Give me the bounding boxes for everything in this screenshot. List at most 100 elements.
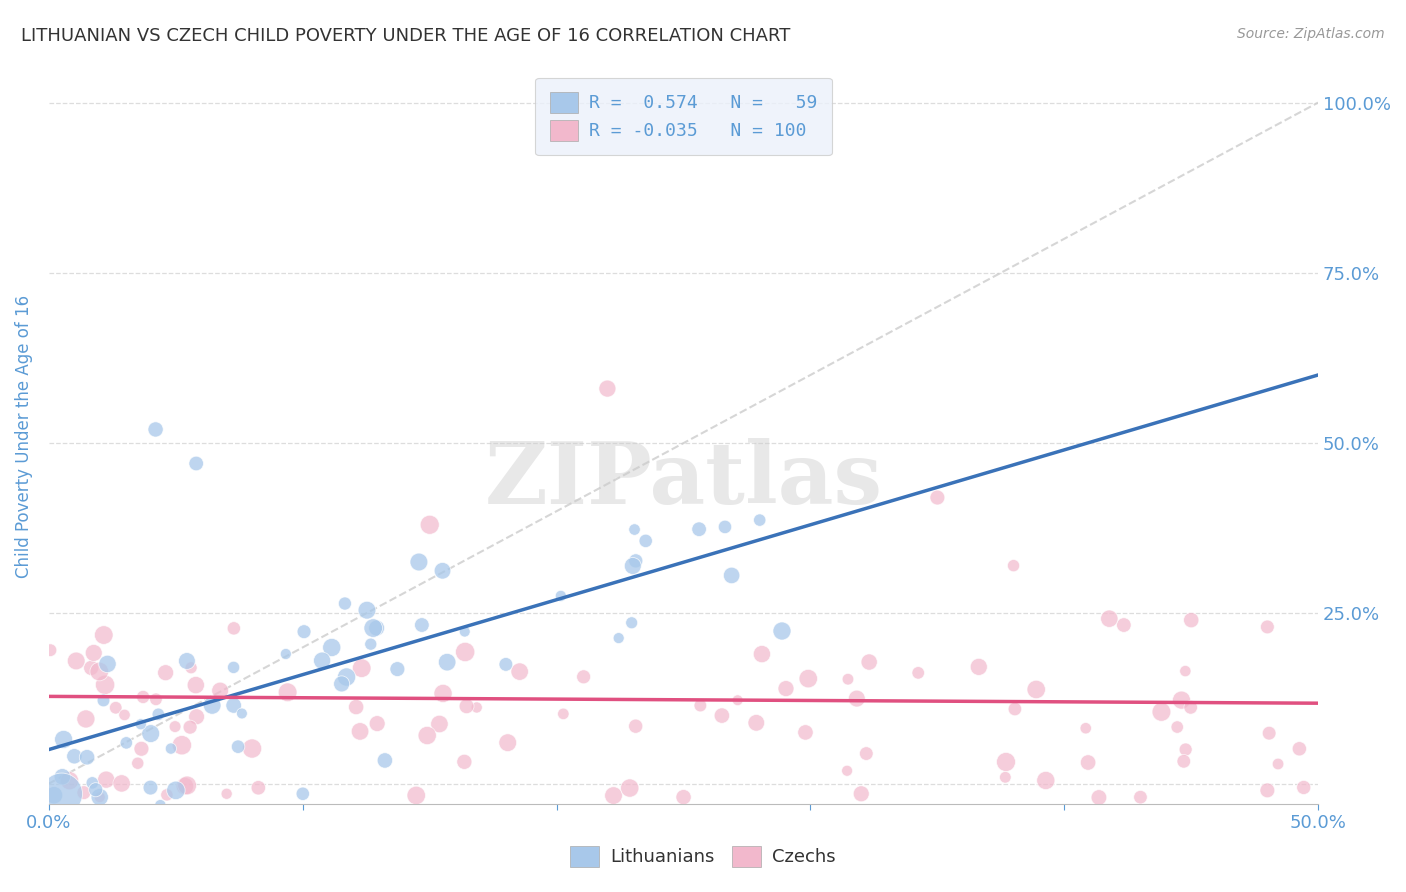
Point <box>180 661 202 675</box>
Point <box>132 690 155 704</box>
Point <box>509 665 531 679</box>
Point <box>176 779 198 793</box>
Point <box>1256 783 1278 797</box>
Point <box>361 621 384 635</box>
Point <box>335 670 357 684</box>
Point <box>42 789 65 803</box>
Point <box>129 717 152 731</box>
Point <box>1150 705 1173 719</box>
Point <box>170 738 193 752</box>
Point <box>165 783 187 797</box>
Point <box>174 779 197 793</box>
Point <box>321 640 343 655</box>
Point <box>114 708 136 723</box>
Point <box>858 655 880 669</box>
Point <box>51 770 73 784</box>
Point <box>672 790 695 805</box>
Point <box>496 736 519 750</box>
Point <box>201 698 224 713</box>
Point <box>186 457 208 471</box>
Point <box>1004 702 1026 716</box>
Point <box>145 422 167 436</box>
Point <box>454 624 477 639</box>
Y-axis label: Child Poverty Under the Age of 16: Child Poverty Under the Age of 16 <box>15 294 32 578</box>
Point <box>845 691 868 706</box>
Point <box>770 624 793 638</box>
Point <box>1288 741 1310 756</box>
Point <box>1173 754 1195 768</box>
Point <box>52 732 75 747</box>
Point <box>139 726 162 740</box>
Point <box>1035 773 1057 788</box>
Point <box>454 645 477 659</box>
Point <box>405 789 427 803</box>
Point <box>1129 790 1152 805</box>
Point <box>131 741 153 756</box>
Text: LITHUANIAN VS CZECH CHILD POVERTY UNDER THE AGE OF 16 CORRELATION CHART: LITHUANIAN VS CZECH CHILD POVERTY UNDER … <box>21 27 790 45</box>
Point <box>215 787 238 801</box>
Point <box>104 700 127 714</box>
Point <box>436 655 458 669</box>
Point <box>607 631 630 645</box>
Point <box>330 677 353 691</box>
Point <box>1166 720 1188 734</box>
Point <box>274 647 297 661</box>
Point <box>374 754 396 768</box>
Point <box>465 700 488 714</box>
Point <box>76 750 98 764</box>
Point <box>748 513 770 527</box>
Point <box>408 555 430 569</box>
Point <box>907 665 929 680</box>
Point <box>73 786 96 800</box>
Point <box>277 685 299 699</box>
Point <box>1180 700 1202 714</box>
Legend: R =  0.574   N =   59, R = -0.035   N = 100: R = 0.574 N = 59, R = -0.035 N = 100 <box>536 78 832 155</box>
Point <box>176 654 198 668</box>
Point <box>456 699 478 714</box>
Point <box>39 643 62 657</box>
Point <box>155 665 177 680</box>
Point <box>93 628 115 642</box>
Point <box>927 491 949 505</box>
Point <box>851 787 873 801</box>
Point <box>1180 613 1202 627</box>
Point <box>226 739 249 754</box>
Point <box>349 724 371 739</box>
Point <box>186 710 208 724</box>
Point <box>149 798 172 813</box>
Point <box>1077 756 1099 770</box>
Point <box>350 661 373 675</box>
Point <box>240 741 263 756</box>
Point <box>602 789 624 803</box>
Point <box>89 665 111 679</box>
Point <box>83 646 105 660</box>
Point <box>115 736 138 750</box>
Point <box>82 776 104 790</box>
Point <box>596 382 619 396</box>
Point <box>797 672 820 686</box>
Point <box>360 637 382 651</box>
Point <box>837 672 859 686</box>
Point <box>84 782 107 797</box>
Point <box>688 522 710 536</box>
Point <box>994 755 1017 769</box>
Point <box>1002 558 1025 573</box>
Point <box>1267 756 1289 771</box>
Point <box>156 788 179 802</box>
Point <box>93 693 115 707</box>
Point <box>344 700 367 714</box>
Point <box>745 715 768 730</box>
Point <box>623 523 645 537</box>
Text: ZIPatlas: ZIPatlas <box>485 438 883 523</box>
Point <box>1258 726 1281 740</box>
Point <box>333 597 356 611</box>
Point <box>89 790 111 805</box>
Point <box>247 780 270 795</box>
Point <box>495 657 517 672</box>
Point <box>624 554 647 568</box>
Point <box>139 780 162 795</box>
Point <box>65 654 87 668</box>
Point <box>411 618 433 632</box>
Point <box>419 517 441 532</box>
Point <box>292 624 315 639</box>
